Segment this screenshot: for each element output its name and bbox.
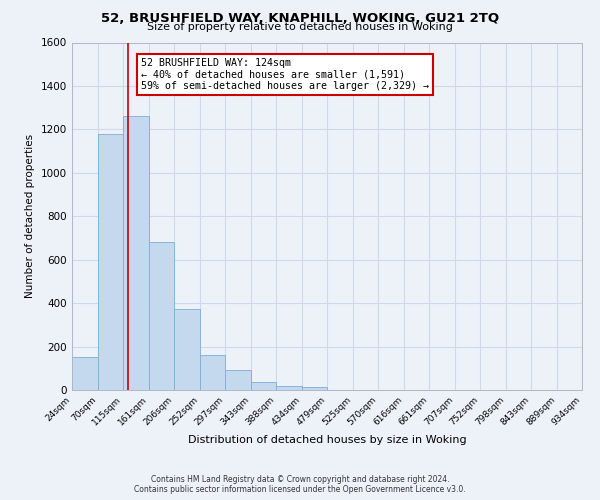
Bar <box>98 134 123 390</box>
Text: Size of property relative to detached houses in Woking: Size of property relative to detached ho… <box>147 22 453 32</box>
Bar <box>276 386 302 390</box>
Bar <box>174 308 200 390</box>
Text: 52, BRUSHFIELD WAY, KNAPHILL, WOKING, GU21 2TQ: 52, BRUSHFIELD WAY, KNAPHILL, WOKING, GU… <box>101 12 499 26</box>
Bar <box>225 370 251 390</box>
Bar <box>72 358 98 390</box>
Bar <box>200 355 225 390</box>
Text: 52 BRUSHFIELD WAY: 124sqm
← 40% of detached houses are smaller (1,591)
59% of se: 52 BRUSHFIELD WAY: 124sqm ← 40% of detac… <box>141 58 429 92</box>
Bar <box>302 386 327 390</box>
Y-axis label: Number of detached properties: Number of detached properties <box>25 134 35 298</box>
Bar <box>251 382 276 390</box>
Text: Contains HM Land Registry data © Crown copyright and database right 2024.
Contai: Contains HM Land Registry data © Crown c… <box>134 474 466 494</box>
Bar <box>149 242 174 390</box>
X-axis label: Distribution of detached houses by size in Woking: Distribution of detached houses by size … <box>188 436 466 446</box>
Bar <box>123 116 149 390</box>
